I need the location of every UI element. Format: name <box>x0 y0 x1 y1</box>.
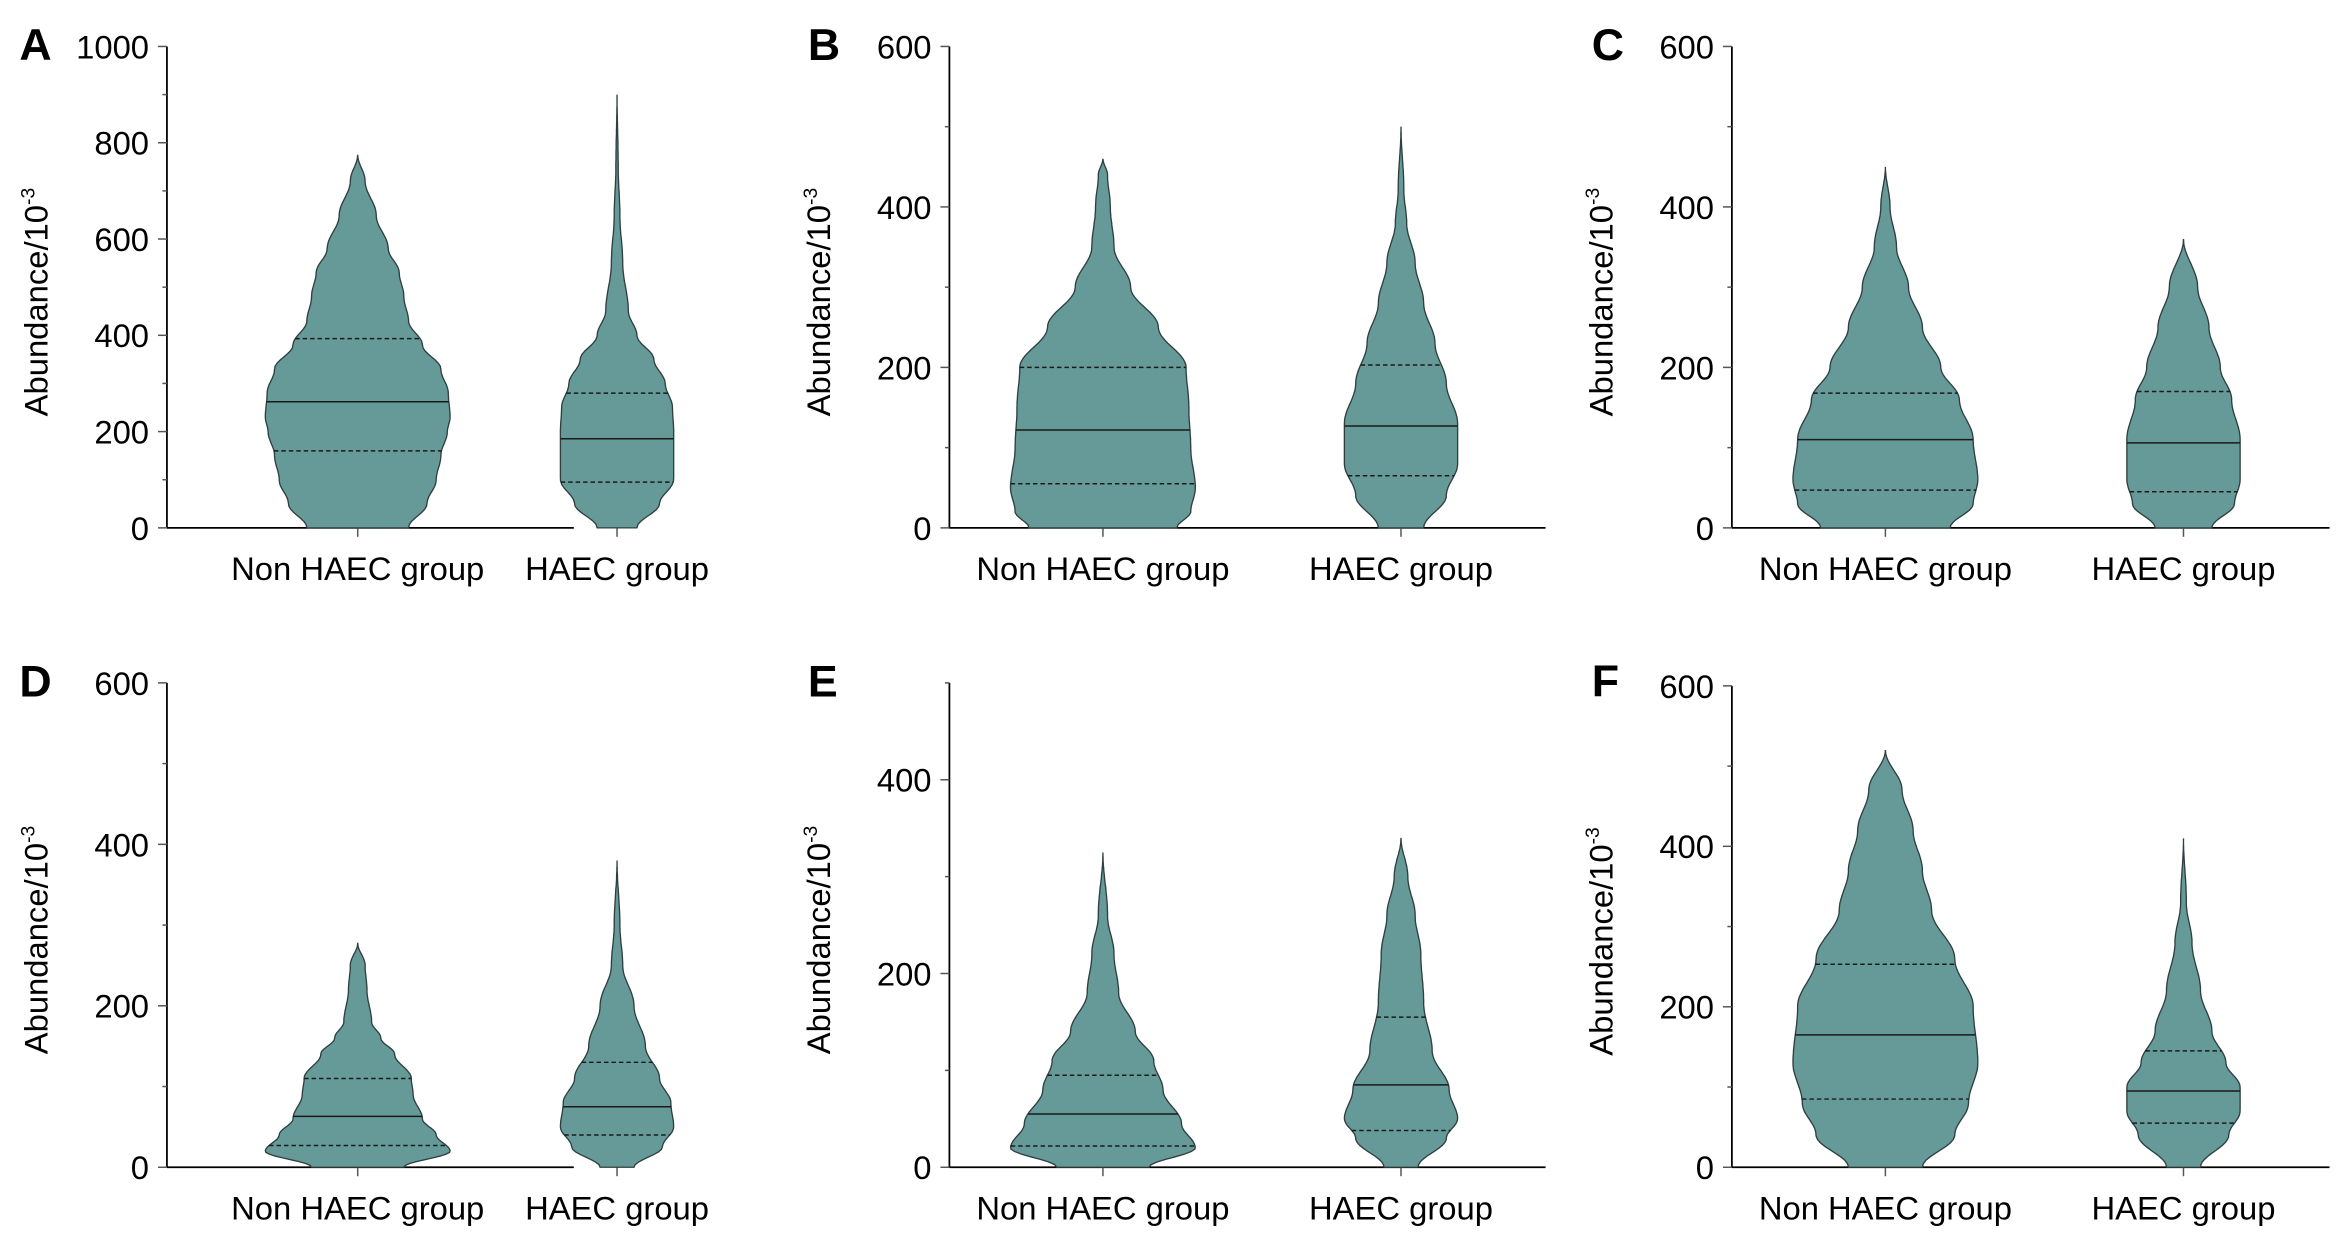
x-category-label: HAEC group <box>1309 1189 1493 1226</box>
y-axis-label-text: Abundance/10 <box>1583 205 1620 416</box>
x-category-label: Non HAEC group <box>1759 1189 2012 1226</box>
y-tick-label: 0 <box>913 510 931 547</box>
y-tick-label: 200 <box>94 414 149 451</box>
x-category-label: HAEC group <box>525 550 709 587</box>
y-tick-label: 200 <box>877 955 932 992</box>
panel-letter: A <box>19 21 51 70</box>
x-category-label: HAEC group <box>1309 550 1493 587</box>
y-axis-label-superscript: -3 <box>800 826 822 843</box>
y-tick-label: 400 <box>94 317 149 354</box>
violin-body <box>2126 238 2241 529</box>
y-axis-label: Abundance/10-3 <box>17 188 54 417</box>
violin-body <box>1009 852 1196 1168</box>
violin-body <box>2126 838 2241 1168</box>
y-axis-label: Abundance/10-3 <box>17 826 54 1055</box>
y-tick-label: 0 <box>131 510 149 547</box>
y-tick-label: 400 <box>877 762 932 799</box>
violin-body <box>1009 158 1196 529</box>
violin-body <box>1343 126 1459 529</box>
y-axis-label-superscript: -3 <box>800 188 822 205</box>
y-tick-label: 200 <box>1659 989 1714 1026</box>
y-tick-label: 0 <box>1696 510 1714 547</box>
panel-e: E 0 200 400 Abundance/10-3 Non HAEC group HAEC… <box>800 657 1546 1226</box>
y-axis-label-text: Abundance/10 <box>800 843 837 1054</box>
panel-letter: C <box>1592 21 1624 70</box>
y-tick-label: 0 <box>1696 1149 1714 1186</box>
x-category-label: Non HAEC group <box>231 1189 484 1226</box>
y-axis-label-superscript: -3 <box>1582 188 1604 205</box>
y-axis-label-text: Abundance/10 <box>800 205 837 416</box>
y-axis-label: Abundance/10-3 <box>1582 188 1619 417</box>
y-tick-label: 200 <box>94 988 149 1025</box>
x-category-label: HAEC group <box>2092 550 2276 587</box>
y-tick-label: 600 <box>877 28 932 65</box>
violin-body <box>264 154 451 529</box>
y-axis-label-text: Abundance/10 <box>1583 844 1620 1055</box>
y-tick-label: 400 <box>877 189 932 226</box>
y-axis-label-superscript: -3 <box>1582 827 1604 844</box>
y-tick-label: 0 <box>913 1149 931 1186</box>
y-tick-label: 600 <box>94 665 149 702</box>
y-tick-label: 200 <box>877 349 932 386</box>
panel-c: C 0 200 400 600 Abundance/10-3 Non HAEC group H… <box>1582 21 2330 587</box>
y-axis-label-text: Abundance/10 <box>18 843 55 1054</box>
x-category-label: Non HAEC group <box>976 1189 1229 1226</box>
y-tick-label: 400 <box>1659 189 1714 226</box>
violin-body <box>1792 750 1979 1168</box>
y-axis-label-superscript: -3 <box>17 188 39 205</box>
panel-letter: E <box>808 657 838 706</box>
panel-d: D 0 200 400 600 Abundance/10-3 Non HAEC group H… <box>17 657 709 1226</box>
violin-body <box>559 94 675 529</box>
panel-letter: F <box>1592 657 1619 706</box>
y-axis-label-superscript: -3 <box>17 826 39 843</box>
y-tick-label: 800 <box>94 125 149 162</box>
y-tick-label: 1000 <box>76 28 149 65</box>
panel-f: F 0 200 400 600 Abundance/10-3 Non HAEC group H… <box>1582 657 2330 1226</box>
violin-body <box>559 860 675 1168</box>
y-axis-label: Abundance/10-3 <box>800 826 837 1055</box>
y-axis-label-text: Abundance/10 <box>18 205 55 416</box>
panel-a: A 0 200 400 600 800 1000 Abundance/10-3 Non HAEC… <box>17 21 709 587</box>
violin-body <box>264 942 451 1168</box>
x-category-label: Non HAEC group <box>1759 550 2012 587</box>
x-category-label: Non HAEC group <box>976 550 1229 587</box>
y-axis-label: Abundance/10-3 <box>800 188 837 417</box>
y-tick-label: 600 <box>1659 668 1714 705</box>
panel-b: B 0 200 400 600 Abundance/10-3 Non HAEC group H… <box>800 21 1546 587</box>
y-tick-label: 400 <box>1659 828 1714 865</box>
y-tick-label: 600 <box>1659 28 1714 65</box>
x-category-label: HAEC group <box>525 1189 709 1226</box>
panel-letter: D <box>19 657 51 706</box>
y-axis-label: Abundance/10-3 <box>1582 827 1619 1056</box>
x-category-label: Non HAEC group <box>231 550 484 587</box>
x-category-label: HAEC group <box>2092 1189 2276 1226</box>
panel-letter: B <box>808 21 840 70</box>
violin-body <box>1343 837 1459 1168</box>
y-tick-label: 600 <box>94 221 149 258</box>
y-tick-label: 200 <box>1659 349 1714 386</box>
y-tick-label: 400 <box>94 826 149 863</box>
violin-body <box>1792 166 1979 529</box>
y-tick-label: 0 <box>131 1149 149 1186</box>
